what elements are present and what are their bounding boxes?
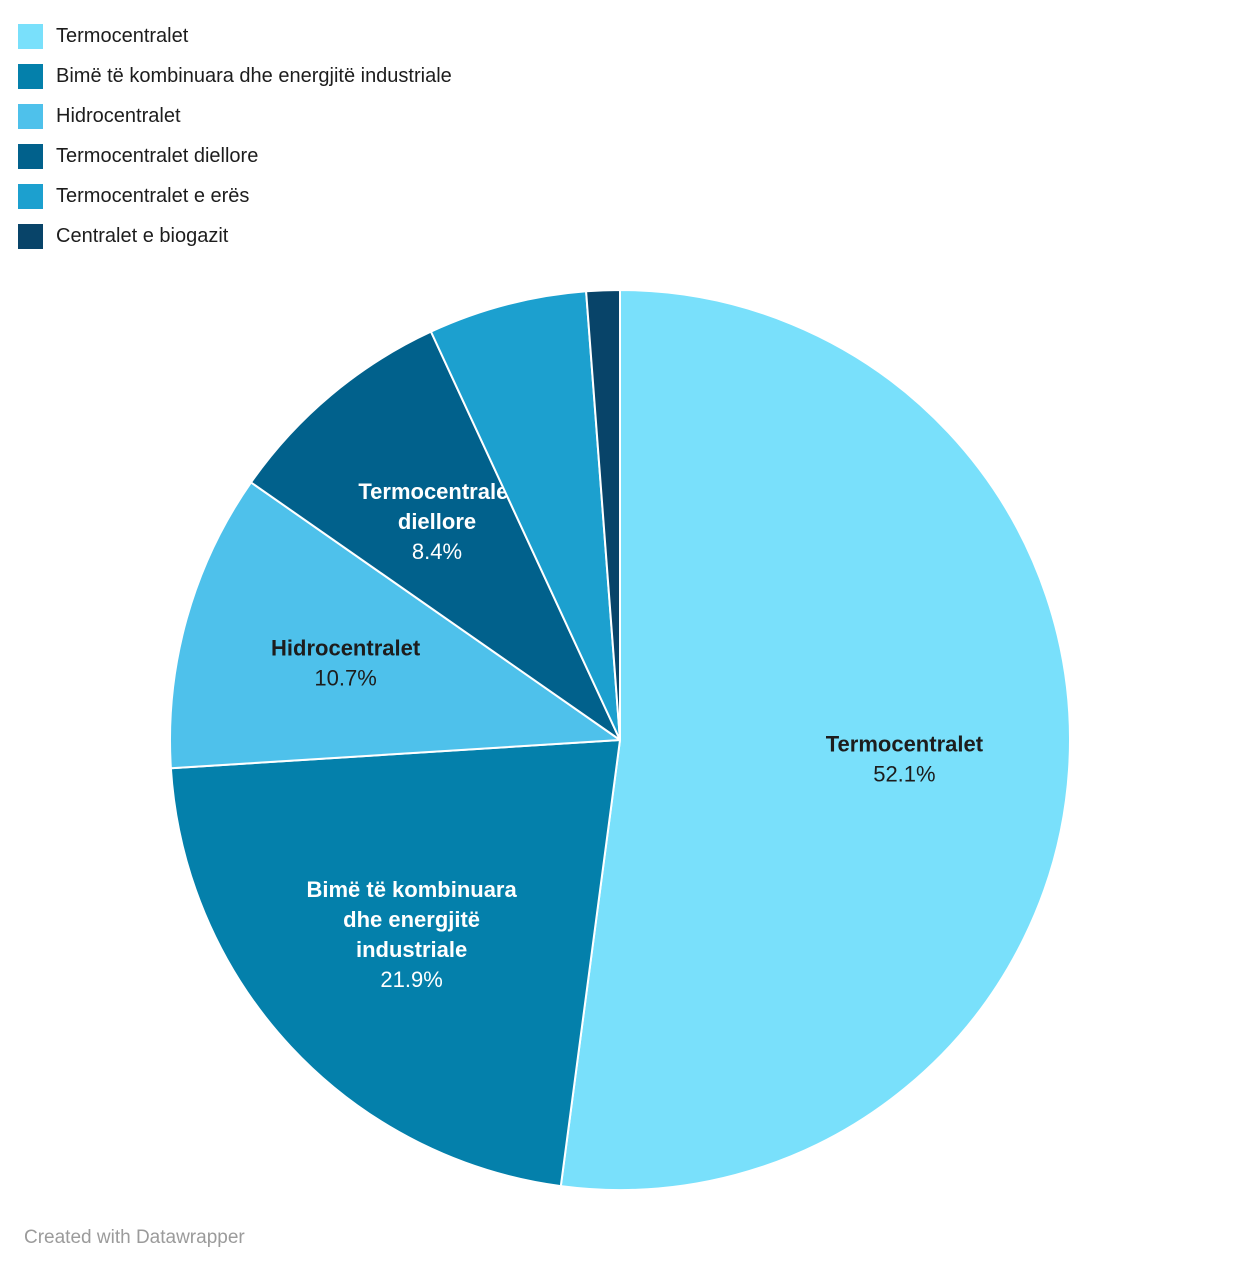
legend: Termocentralet Bimë të kombinuara dhe ene…: [18, 24, 452, 249]
pie-slice[interactable]: [429, 290, 621, 741]
legend-item: Termocentralet e erës: [18, 184, 452, 209]
attribution: Created with Datawrapper: [24, 1227, 245, 1249]
pie-slice[interactable]: [585, 289, 621, 741]
legend-swatch: [18, 224, 43, 249]
legend-swatch: [18, 144, 43, 169]
legend-item: Centralet e biogazit: [18, 224, 452, 249]
legend-label: Termocentralet e erës: [56, 185, 250, 207]
legend-swatch: [18, 104, 43, 129]
pie-slice[interactable]: [559, 289, 1071, 1191]
legend-item: Termocentralet: [18, 24, 452, 49]
legend-label: Centralet e biogazit: [56, 225, 229, 247]
legend-label: Hidrocentralet: [56, 105, 181, 127]
attribution-link[interactable]: Created with Datawrapper: [24, 1227, 245, 1248]
legend-item: Hidrocentralet: [18, 104, 452, 129]
legend-swatch: [18, 184, 43, 209]
legend-label: Termocentralet: [56, 25, 189, 47]
pie-slice[interactable]: [169, 739, 621, 1188]
legend-label: Termocentralet diellore: [56, 145, 259, 167]
legend-item: Termocentralet diellore: [18, 144, 452, 169]
legend-swatch: [18, 64, 43, 89]
legend-swatch: [18, 24, 43, 49]
pie-slice[interactable]: [169, 481, 621, 770]
pie-slice[interactable]: [250, 330, 621, 741]
legend-label: Bimë të kombinuara dhe energjitë industr…: [56, 65, 452, 87]
legend-item: Bimë të kombinuara dhe energjitë industr…: [18, 64, 452, 89]
